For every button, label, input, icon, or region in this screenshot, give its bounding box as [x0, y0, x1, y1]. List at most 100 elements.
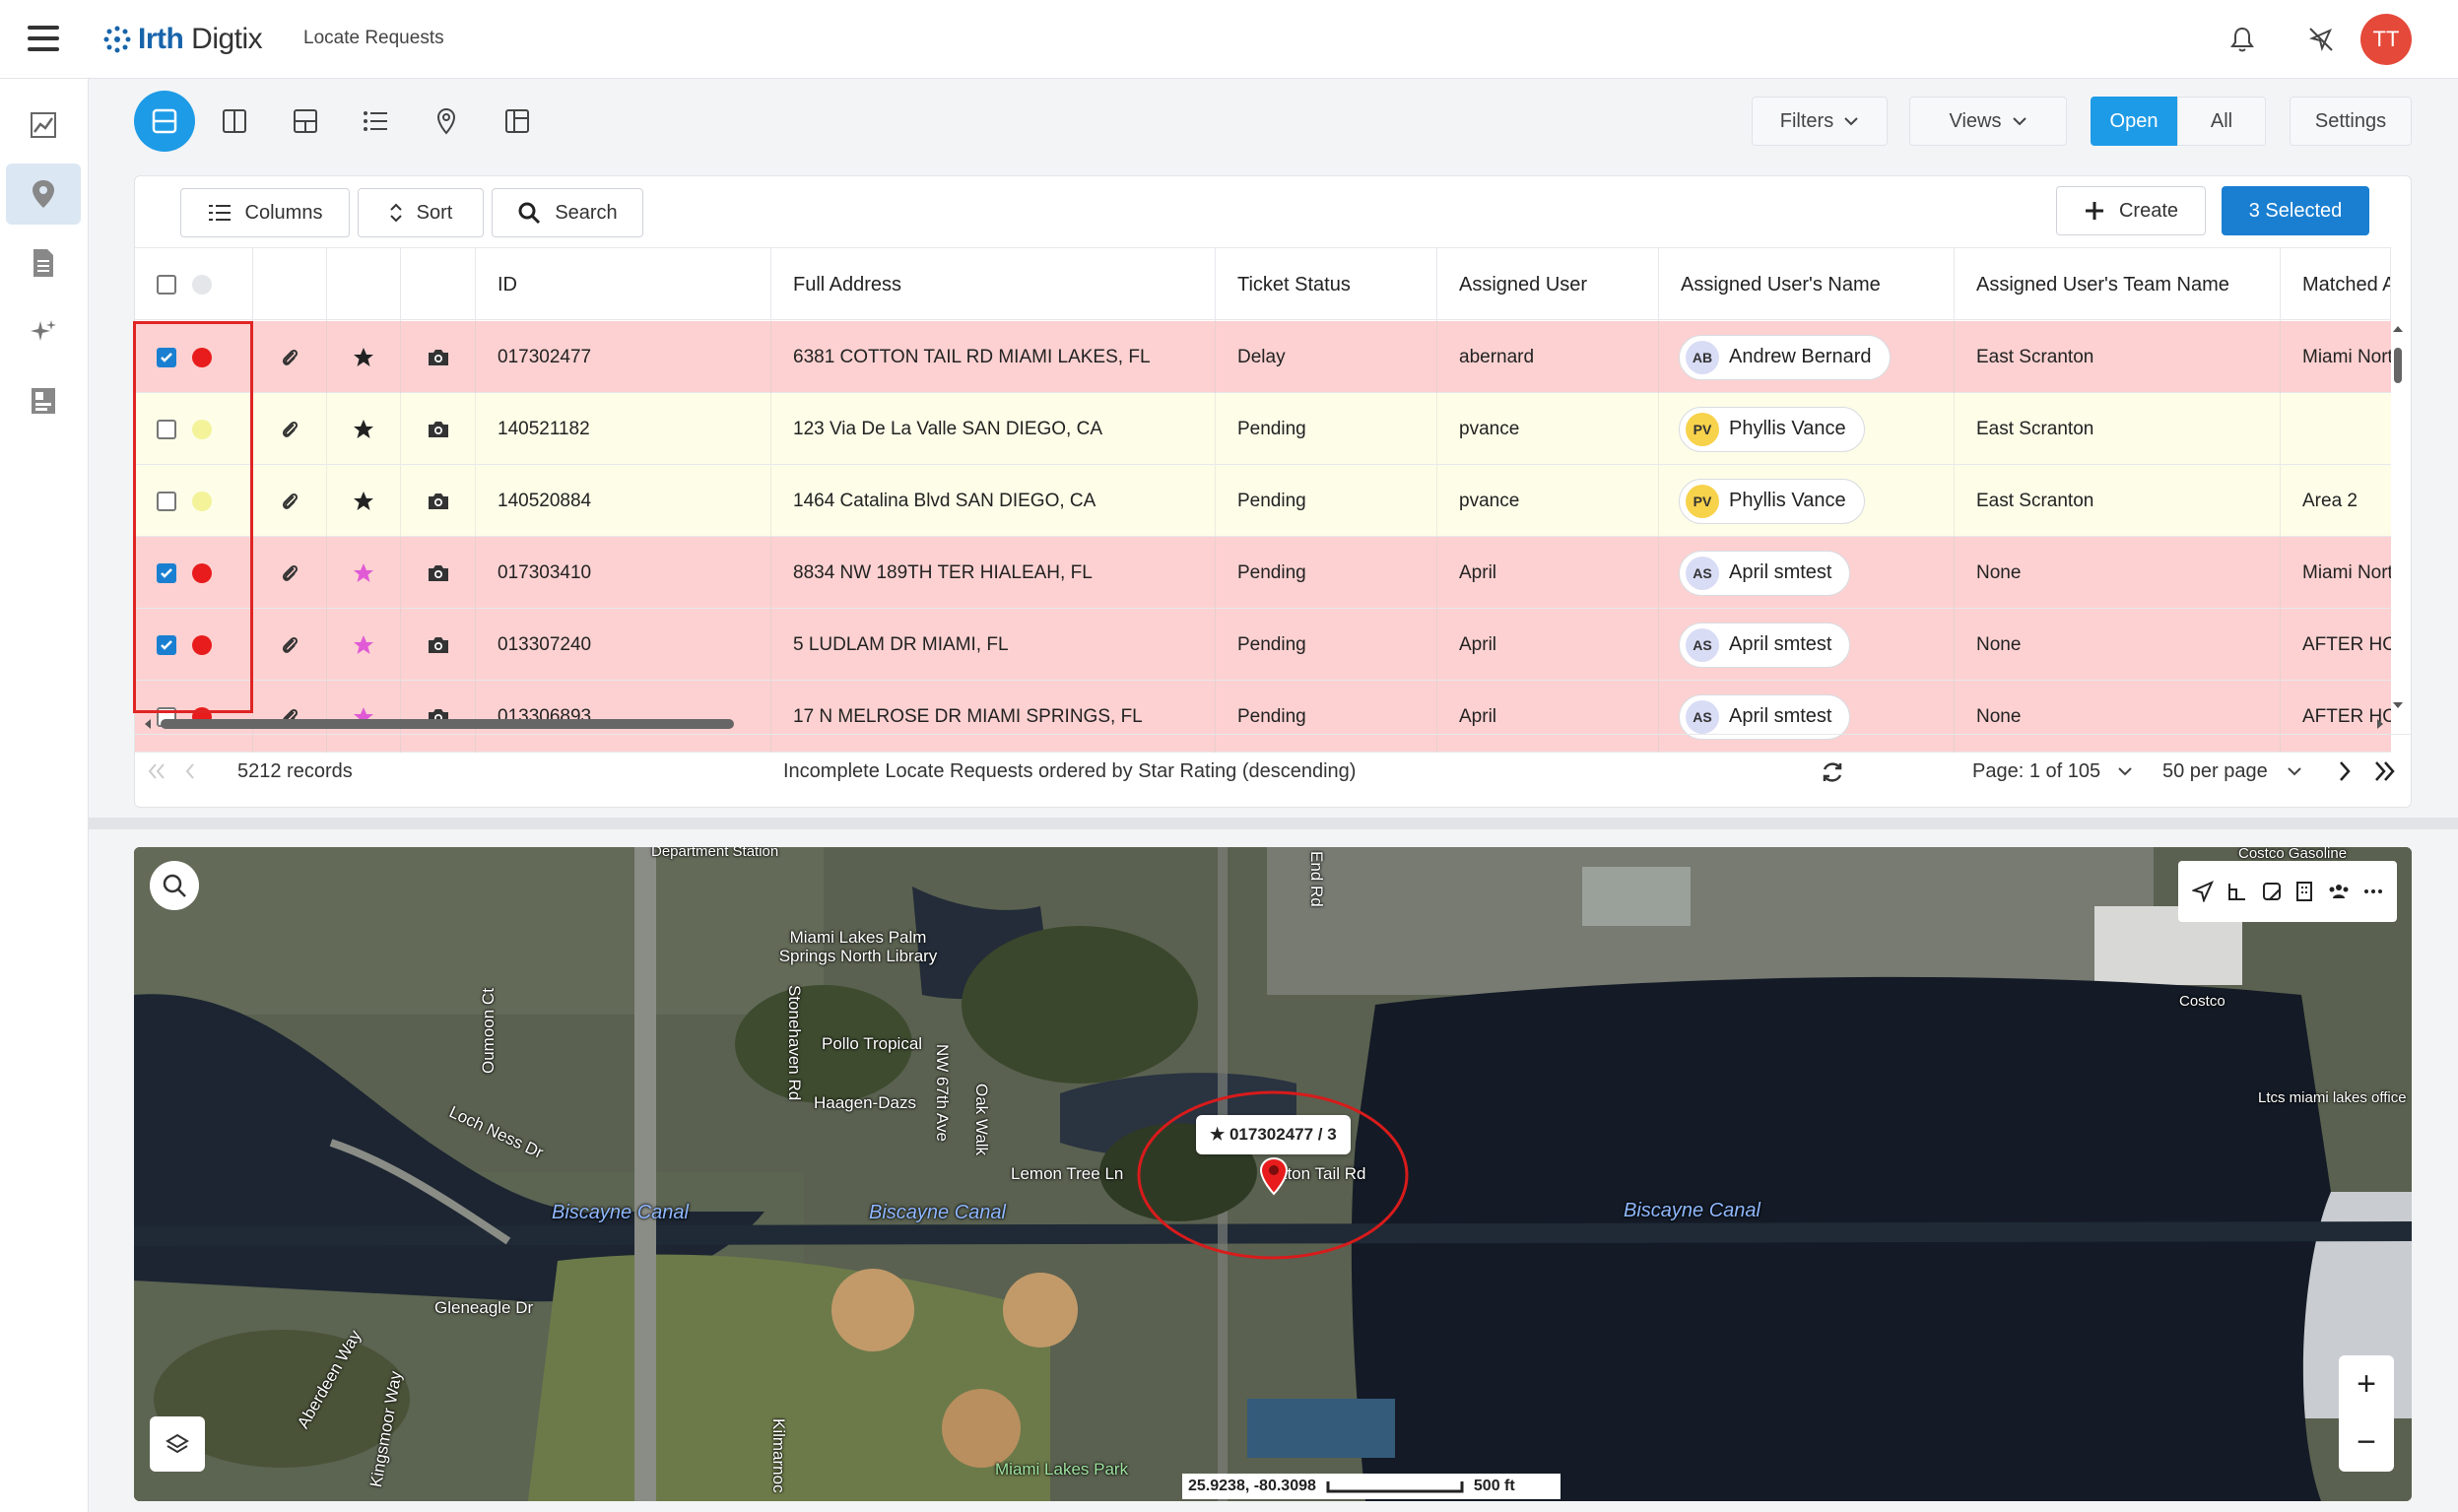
panel-resize-handle[interactable]	[89, 818, 2458, 829]
column-header-assigned-users-name[interactable]: Assigned User's Name	[1659, 248, 1955, 321]
star-cell[interactable]	[327, 321, 401, 393]
map-layers-button[interactable]	[150, 1416, 205, 1472]
user-chip[interactable]: AS April smtest	[1679, 550, 1851, 596]
team-icon[interactable]	[2327, 881, 2351, 902]
columns-button[interactable]: Columns	[180, 188, 350, 237]
bell-icon[interactable]	[2225, 22, 2260, 57]
views-dropdown[interactable]: Views	[1909, 97, 2067, 146]
attachment-cell[interactable]	[253, 537, 327, 609]
all-toggle[interactable]: All	[2177, 97, 2266, 146]
column-header-matched[interactable]: Matched A	[2281, 248, 2391, 321]
column-header-team-name[interactable]: Assigned User's Team Name	[1955, 248, 2281, 321]
filters-dropdown[interactable]: Filters	[1752, 97, 1888, 146]
last-page-icon[interactable]	[2373, 760, 2397, 782]
horizontal-scrollbar[interactable]	[143, 716, 2391, 732]
row-checkbox[interactable]	[157, 562, 176, 583]
cell-matched: AFTER HO	[2302, 705, 2391, 727]
refresh-icon[interactable]	[1821, 760, 1844, 784]
nav-reports[interactable]	[6, 370, 81, 431]
layout-list-button[interactable]	[345, 91, 406, 152]
zoom-in-button[interactable]: +	[2357, 1365, 2376, 1403]
user-avatar[interactable]: TT	[2360, 14, 2412, 65]
map-label: Stonehaven Rd	[785, 985, 804, 1101]
app-logo[interactable]: Irth Digtix	[102, 22, 263, 57]
attachment-cell[interactable]	[253, 321, 327, 393]
user-chip[interactable]: AB Andrew Bernard	[1679, 334, 1891, 380]
nav-dashboard[interactable]	[6, 95, 81, 156]
previous-page-icon[interactable]	[184, 762, 196, 780]
vertical-scrollbar[interactable]	[2391, 324, 2405, 710]
building-icon[interactable]	[2294, 881, 2314, 902]
navigate-icon[interactable]	[2192, 881, 2215, 902]
row-select-cell	[135, 537, 253, 609]
marker-popup[interactable]: ★ 017302477 / 3	[1196, 1115, 1351, 1154]
user-chip[interactable]: AS April smtest	[1679, 693, 1851, 740]
select-all-checkbox[interactable]	[157, 275, 176, 295]
column-header-ticket-status[interactable]: Ticket Status	[1216, 248, 1437, 321]
photo-cell[interactable]	[401, 393, 476, 465]
row-checkbox[interactable]	[157, 347, 176, 367]
row-checkbox[interactable]	[157, 419, 176, 439]
menu-icon[interactable]	[28, 26, 59, 51]
open-toggle[interactable]: Open	[2091, 97, 2177, 146]
user-chip[interactable]: AS April smtest	[1679, 622, 1851, 668]
user-initials-avatar: AS	[1686, 627, 1719, 662]
photo-cell[interactable]	[401, 609, 476, 681]
more-icon[interactable]	[2363, 888, 2383, 894]
chevron-down-icon[interactable]	[2287, 766, 2302, 776]
map-search-button[interactable]	[150, 861, 199, 910]
settings-button[interactable]: Settings	[2290, 97, 2412, 146]
zoom-out-button[interactable]: −	[2357, 1423, 2376, 1461]
nav-ai[interactable]	[6, 301, 81, 362]
table-row[interactable]: 017302477 6381 COTTON TAIL RD MIAMI LAKES…	[135, 321, 2391, 393]
star-cell[interactable]	[327, 393, 401, 465]
nav-documents[interactable]	[6, 232, 81, 294]
sort-button[interactable]: Sort	[358, 188, 484, 237]
user-chip[interactable]: PV Phyllis Vance	[1679, 406, 1865, 452]
table-row[interactable]: 017303410 8834 NW 189TH TER HIALEAH, FL Pe…	[135, 537, 2391, 609]
nav-locate-requests[interactable]	[6, 164, 81, 225]
per-page-selector[interactable]: 50 per page	[2162, 760, 2268, 782]
next-page-icon[interactable]	[2338, 760, 2352, 782]
layout-split-vertical-button[interactable]	[204, 91, 265, 152]
user-chip[interactable]: PV Phyllis Vance	[1679, 478, 1865, 524]
column-header-assigned-user[interactable]: Assigned User	[1437, 248, 1659, 321]
page-indicator[interactable]: Page: 1 of 105	[1972, 760, 2101, 782]
chevron-down-icon[interactable]	[2117, 766, 2133, 776]
cell-full-address: 17 N MELROSE DR MIAMI SPRINGS, FL	[771, 681, 1216, 753]
column-header-id[interactable]: ID	[476, 248, 771, 321]
location-off-icon[interactable]	[2303, 22, 2339, 57]
star-cell[interactable]	[327, 537, 401, 609]
create-label: Create	[2118, 199, 2179, 222]
layout-map-button[interactable]	[416, 91, 477, 152]
cell-assigned-users-name: AS April smtest	[1659, 537, 1955, 609]
column-header-full-address[interactable]: Full Address	[771, 248, 1216, 321]
layout-grid-button[interactable]	[275, 91, 336, 152]
photo-cell[interactable]	[401, 465, 476, 537]
table-row[interactable]: 140520884 1464 Catalina Blvd SAN DIEGO, C…	[135, 465, 2391, 537]
photo-cell[interactable]	[401, 321, 476, 393]
attachment-cell[interactable]	[253, 465, 327, 537]
layout-panel-button[interactable]	[487, 91, 548, 152]
table-row[interactable]: 013306893 17 N MELROSE DR MIAMI SPRINGS, …	[135, 681, 2391, 753]
table-row[interactable]: 013307240 5 LUDLAM DR MIAMI, FL Pending Apr…	[135, 609, 2391, 681]
attachment-cell[interactable]	[253, 393, 327, 465]
table-row[interactable]: 140521182 123 Via De La Valle SAN DIEGO, …	[135, 393, 2391, 465]
star-cell[interactable]	[327, 609, 401, 681]
ticket-marker-icon[interactable]	[1259, 1156, 1289, 1196]
measure-icon[interactable]	[2226, 881, 2248, 902]
selected-count-button[interactable]: 3 Selected	[2222, 186, 2369, 235]
first-page-icon[interactable]	[147, 762, 166, 780]
cell-assigned-user: April	[1437, 537, 1659, 609]
layout-split-horizontal-button[interactable]	[134, 91, 195, 152]
search-button[interactable]: Search	[492, 188, 643, 237]
draw-icon[interactable]	[2261, 881, 2283, 902]
star-cell[interactable]	[327, 465, 401, 537]
create-button[interactable]: Create	[2056, 186, 2206, 235]
map-view[interactable]: Department Station Miami Lakes Palm Spri…	[134, 847, 2412, 1501]
photo-cell[interactable]	[401, 537, 476, 609]
cell-matched: Area 2	[2302, 490, 2358, 511]
row-checkbox[interactable]	[157, 634, 176, 655]
attachment-cell[interactable]	[253, 609, 327, 681]
row-checkbox[interactable]	[157, 491, 176, 511]
